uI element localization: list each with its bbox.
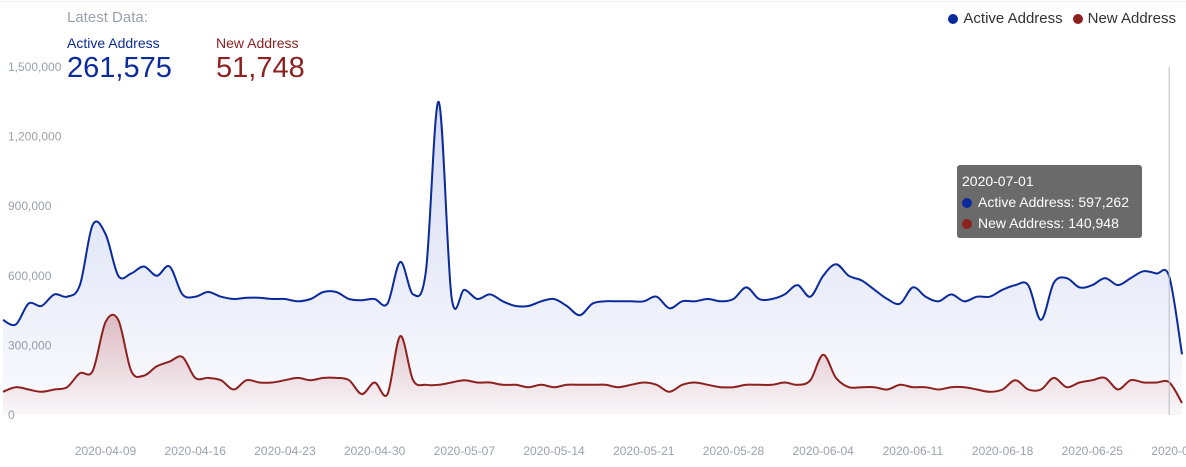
- tooltip-row-new: New Address: 140,948: [962, 213, 1137, 234]
- x-tick-label: 2020-04-30: [344, 444, 406, 458]
- series-line-active-address[interactable]: [2, 100, 1183, 355]
- tooltip-date: 2020-07-01: [962, 173, 1034, 189]
- tooltip-active-text: Active Address: 597,262: [978, 194, 1129, 210]
- series-line-new-address[interactable]: [2, 313, 1183, 404]
- x-tick-label: 2020-07-02: [1151, 444, 1186, 458]
- legend-item-active-address[interactable]: Active Address: [948, 10, 1063, 27]
- y-tick-label: 1,500,000: [8, 60, 62, 74]
- x-axis: 2020-04-09 2020-04-16 2020-04-23 2020-04-30…: [75, 444, 1186, 458]
- x-tick-label: 2020-04-16: [165, 444, 227, 458]
- chart-legend: Active Address New Address: [938, 10, 1176, 27]
- legend-label: New Address: [1087, 10, 1176, 27]
- active-address-value: 261,575: [67, 52, 172, 84]
- new-address-metric: New Address 51,748: [216, 35, 305, 84]
- series-layer: [2, 100, 1183, 415]
- new-address-label: New Address: [216, 35, 299, 51]
- legend-label: Active Address: [963, 10, 1063, 27]
- x-tick-label: 2020-06-11: [883, 444, 944, 458]
- new-address-value: 51,748: [216, 52, 305, 84]
- active-address-metric: Active Address 261,575: [67, 35, 172, 84]
- chart-tooltip: 2020-07-01 Active Address: 597,262 New A…: [957, 165, 1142, 238]
- tooltip-dot-icon: [962, 218, 972, 229]
- series-area-active-address: [3, 101, 1182, 415]
- y-tick-label: 1,200,000: [8, 130, 62, 144]
- tooltip-row-active: Active Address: 597,262: [962, 192, 1137, 213]
- top-border: [0, 1, 1186, 2]
- x-tick-label: 2020-04-23: [254, 444, 316, 458]
- tooltip-dot-icon: [962, 197, 972, 208]
- y-tick-label: 600,000: [8, 269, 52, 283]
- y-tick-label: 900,000: [8, 199, 52, 213]
- latest-data-label: Latest Data:: [67, 9, 148, 26]
- x-tick-label: 2020-05-07: [434, 444, 496, 458]
- x-tick-label: 2020-06-25: [1062, 444, 1124, 458]
- tooltip-new-text: New Address: 140,948: [978, 215, 1119, 231]
- legend-item-new-address[interactable]: New Address: [1072, 10, 1176, 27]
- x-tick-label: 2020-05-28: [703, 444, 765, 458]
- x-tick-label: 2020-04-09: [75, 444, 137, 458]
- legend-dot-icon: [1072, 13, 1083, 24]
- x-tick-label: 2020-05-21: [613, 444, 675, 458]
- active-address-label: Active Address: [67, 35, 160, 51]
- x-tick-label: 2020-06-18: [972, 444, 1034, 458]
- x-tick-label: 2020-05-14: [523, 444, 585, 458]
- x-tick-label: 2020-06-04: [792, 444, 854, 458]
- legend-dot-icon: [948, 13, 959, 24]
